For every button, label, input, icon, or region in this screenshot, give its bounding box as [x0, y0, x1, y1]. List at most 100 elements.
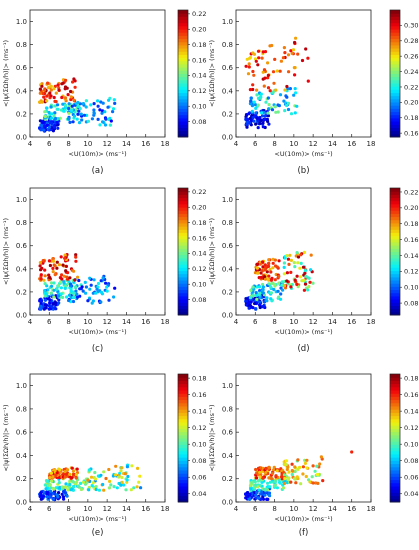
- data-point: [41, 91, 45, 96]
- data-point: [103, 123, 108, 127]
- data-point: [118, 471, 122, 475]
- data-point: [251, 116, 255, 120]
- colorbar-segment: [390, 41, 400, 46]
- data-point: [80, 285, 84, 289]
- data-point: [39, 299, 43, 303]
- data-point: [282, 261, 286, 265]
- data-point: [263, 114, 267, 118]
- colorbar-tick-label: 0.18: [192, 219, 206, 227]
- data-point: [260, 114, 265, 118]
- data-point: [106, 105, 110, 109]
- data-point: [295, 104, 299, 108]
- data-point: [64, 485, 68, 490]
- data-point: [288, 253, 292, 257]
- data-point: [296, 458, 300, 462]
- colorbar-segment: [178, 418, 188, 423]
- data-point: [258, 262, 262, 266]
- data-point: [273, 284, 277, 288]
- data-point: [48, 91, 52, 95]
- data-point: [41, 121, 45, 125]
- colorbar-segment: [390, 92, 400, 97]
- colorbar-segment: [390, 267, 400, 272]
- colorbar-segment: [390, 311, 400, 316]
- colorbar-segment: [178, 463, 188, 468]
- data-point: [263, 275, 267, 279]
- data-point: [62, 490, 66, 494]
- colorbar-tick-label: 0.10: [404, 440, 418, 448]
- x-tick-label: 12: [103, 140, 112, 148]
- data-point: [253, 57, 257, 61]
- data-point: [63, 96, 68, 100]
- y-tick-label: 0.6: [16, 242, 28, 250]
- colorbar-segment: [390, 460, 400, 465]
- data-point: [267, 107, 271, 111]
- colorbar-segment: [178, 409, 188, 413]
- data-point: [64, 482, 68, 486]
- colorbar-segment: [390, 111, 400, 116]
- data-point: [51, 257, 55, 261]
- data-point: [60, 492, 64, 496]
- y-tick-label: 0.8: [16, 219, 27, 227]
- data-point: [89, 475, 94, 479]
- data-point: [246, 494, 250, 498]
- data-point: [266, 111, 270, 115]
- data-point: [60, 277, 64, 281]
- x-tick-label: 12: [309, 318, 318, 326]
- data-point: [267, 122, 271, 126]
- data-point: [267, 491, 272, 495]
- data-point: [318, 462, 322, 466]
- data-point: [260, 56, 264, 60]
- colorbar-segment: [178, 19, 188, 24]
- colorbar-segment: [390, 280, 400, 284]
- colorbar-segment: [390, 19, 400, 24]
- data-point: [266, 73, 270, 77]
- colorbar-segment: [178, 238, 188, 243]
- data-point: [51, 129, 56, 133]
- data-point: [47, 110, 51, 115]
- colorbar-tick-label: 0.18: [192, 41, 206, 49]
- data-point: [52, 487, 56, 491]
- colorbar-segment: [178, 219, 188, 224]
- data-point: [49, 94, 53, 98]
- data-point: [301, 278, 306, 282]
- colorbar-segment: [390, 261, 400, 265]
- data-point: [64, 103, 68, 107]
- data-point: [301, 265, 306, 269]
- data-point: [293, 73, 297, 77]
- data-point: [46, 86, 51, 90]
- colorbar-segment: [178, 479, 188, 484]
- data-point: [298, 266, 302, 270]
- colorbar: 0.08 0.10 0.12 0.14 0.16 0.18 0.20 0.22: [177, 9, 206, 138]
- data-point: [120, 466, 124, 470]
- colorbar-segment: [390, 197, 400, 202]
- data-point: [255, 471, 259, 475]
- data-point: [98, 123, 102, 127]
- data-point: [62, 281, 66, 285]
- data-point: [289, 112, 294, 116]
- data-point: [261, 285, 265, 289]
- data-point: [61, 295, 65, 299]
- data-point: [136, 466, 140, 470]
- data-point: [261, 70, 265, 74]
- y-tick-label: 0.4: [16, 265, 28, 273]
- data-point: [92, 278, 96, 282]
- data-point: [43, 282, 47, 286]
- data-point: [52, 125, 57, 129]
- data-point: [262, 68, 267, 72]
- data-point: [72, 77, 76, 81]
- y-axis-label: <|ψ(ΣΩh/h)|> (ms⁻¹): [208, 404, 216, 471]
- data-point: [251, 83, 255, 87]
- colorbar-segment: [390, 489, 400, 493]
- colorbar-frame: [389, 187, 401, 316]
- data-point: [39, 307, 43, 311]
- x-tick-label: 12: [103, 318, 112, 326]
- colorbar-segment: [390, 54, 400, 59]
- colorbar-segment: [178, 188, 188, 192]
- data-point: [82, 113, 87, 117]
- data-point: [268, 494, 272, 498]
- colorbar-segment: [178, 257, 188, 262]
- data-point: [45, 123, 49, 127]
- x-tick-label: 16: [347, 318, 356, 326]
- data-point: [92, 108, 96, 112]
- data-point: [113, 286, 117, 290]
